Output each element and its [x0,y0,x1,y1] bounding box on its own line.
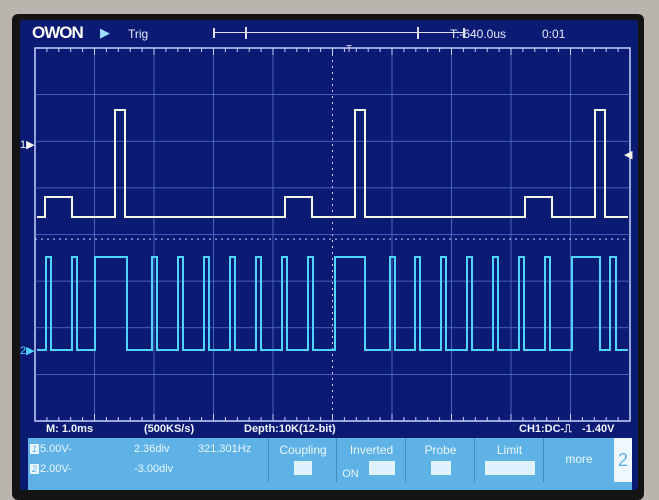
inverted-toggle [368,461,395,475]
ch2-offset: -3.00div [134,463,174,475]
trigger-status: Trig [128,27,149,41]
ch2-scale: 2 2.00V- [30,463,72,475]
trigger-level: -1.40V [582,423,615,435]
trigger-level-marker: ◀ [624,149,633,161]
brand-logo: OWON [32,23,84,42]
limit-value [484,461,535,475]
play-icon[interactable]: ▶ [100,25,110,40]
probe-button[interactable]: Probe [405,438,475,482]
probe-value [430,461,451,475]
channel-menu: 1 5.00V- 2 2.00V- 2.36div -3.00div 321.301… [28,438,632,490]
memory-depth: Depth:10K(12-bit) [244,423,336,435]
ch1-offset: 2.36div [134,443,170,455]
trigger-info: CH1:DC- [519,423,565,435]
menu-page-indicator[interactable]: 2 [614,438,632,482]
ch1-marker: 1▶ [20,139,35,151]
coupling-button[interactable]: Coupling [268,438,337,482]
ch1-scale: 1 5.00V- [30,443,72,455]
coupling-value [294,461,312,475]
waveform-display: 1▶ 2▶ ◀ T [20,44,633,422]
timebase: M: 1.0ms [46,423,94,435]
more-button[interactable]: more [543,438,614,482]
inverted-button[interactable]: Inverted ON [336,438,406,482]
oscilloscope-screen: OWON ▶ Trig T:-640.0us 0:01 1▶ 2▶ ◀ T M: 1.… [20,20,638,490]
memory-position-bar [213,27,465,39]
ch1-frequency: 321.301Hz [198,443,252,455]
trigger-time: T:-640.0us [450,27,507,41]
ch1-waveform [37,109,628,218]
ch2-marker: 2▶ [20,345,35,357]
limit-button[interactable]: Limit [474,438,544,482]
trigger-position-marker: T [346,44,352,55]
ch2-waveform [37,256,628,351]
clock: 0:01 [542,27,566,41]
view-window [245,27,419,39]
sample-rate: (500KS/s) [144,423,195,435]
rising-edge-icon: ⎍ [564,423,572,435]
top-bar: OWON ▶ Trig T:-640.0us 0:01 [20,20,638,46]
